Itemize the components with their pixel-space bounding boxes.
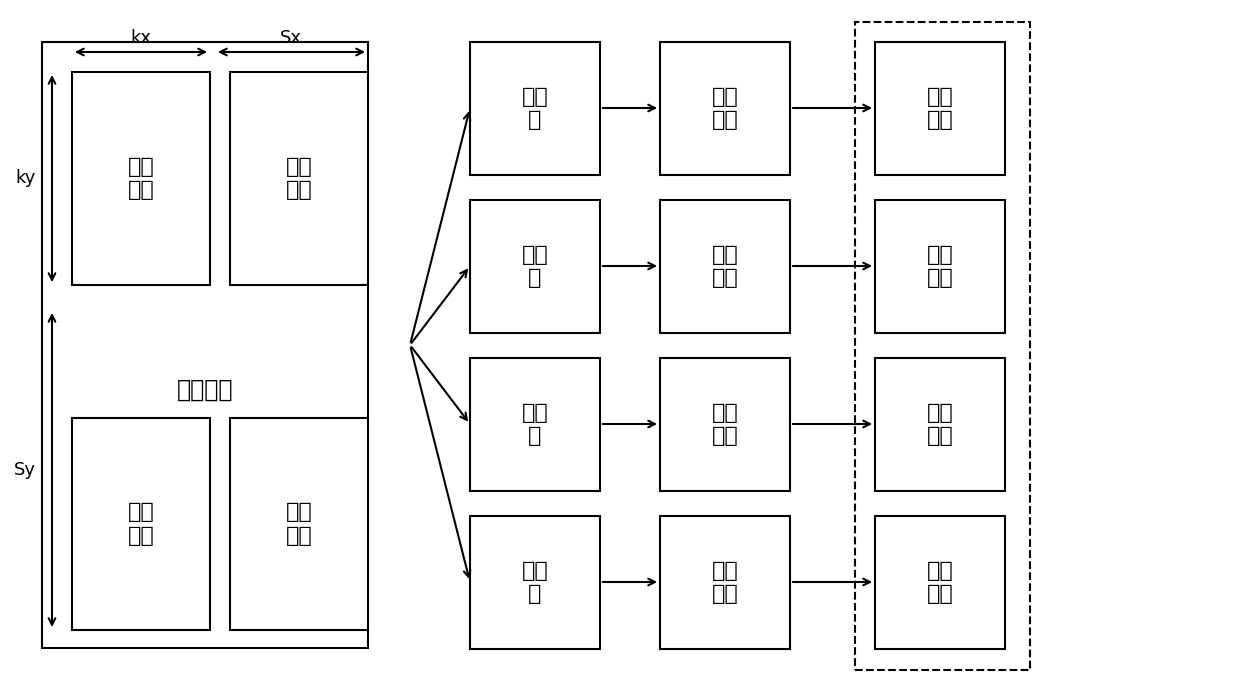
Bar [660,200,790,333]
Bar [470,358,600,491]
Bar [229,72,368,285]
Text: 输出
数据: 输出 数据 [926,87,954,130]
Text: 激活
函数: 激活 函数 [712,561,738,604]
Bar [875,358,1004,491]
Text: 卷积
核: 卷积 核 [522,87,548,130]
Text: Sy: Sy [14,461,36,479]
Bar [470,516,600,649]
Text: 输入数据: 输入数据 [177,378,233,402]
Text: 卷积
窗口: 卷积 窗口 [128,157,154,200]
Text: 激活
函数: 激活 函数 [712,403,738,446]
Bar [660,516,790,649]
Bar [875,516,1004,649]
Text: 卷积
核: 卷积 核 [522,245,548,288]
Text: 卷积
核: 卷积 核 [522,403,548,446]
Text: kx: kx [130,29,151,47]
Text: 卷积
窗口: 卷积 窗口 [285,157,312,200]
Bar [42,42,368,648]
Bar [470,42,600,175]
Bar [72,418,210,630]
Text: 卷积
核: 卷积 核 [522,561,548,604]
Text: 卷积
窗口: 卷积 窗口 [128,502,154,546]
Bar [660,42,790,175]
Text: 输出
数据: 输出 数据 [926,403,954,446]
Text: ky: ky [16,169,36,187]
Text: 输出
数据: 输出 数据 [926,561,954,604]
Bar [660,358,790,491]
Text: 卷积
窗口: 卷积 窗口 [285,502,312,546]
Bar [72,72,210,285]
Bar [875,42,1004,175]
Text: 输出
数据: 输出 数据 [926,245,954,288]
Bar [856,22,1030,670]
Text: 激活
函数: 激活 函数 [712,245,738,288]
Bar [229,418,368,630]
Bar [875,200,1004,333]
Text: 激活
函数: 激活 函数 [712,87,738,130]
Text: Sx: Sx [280,29,303,47]
Bar [470,200,600,333]
